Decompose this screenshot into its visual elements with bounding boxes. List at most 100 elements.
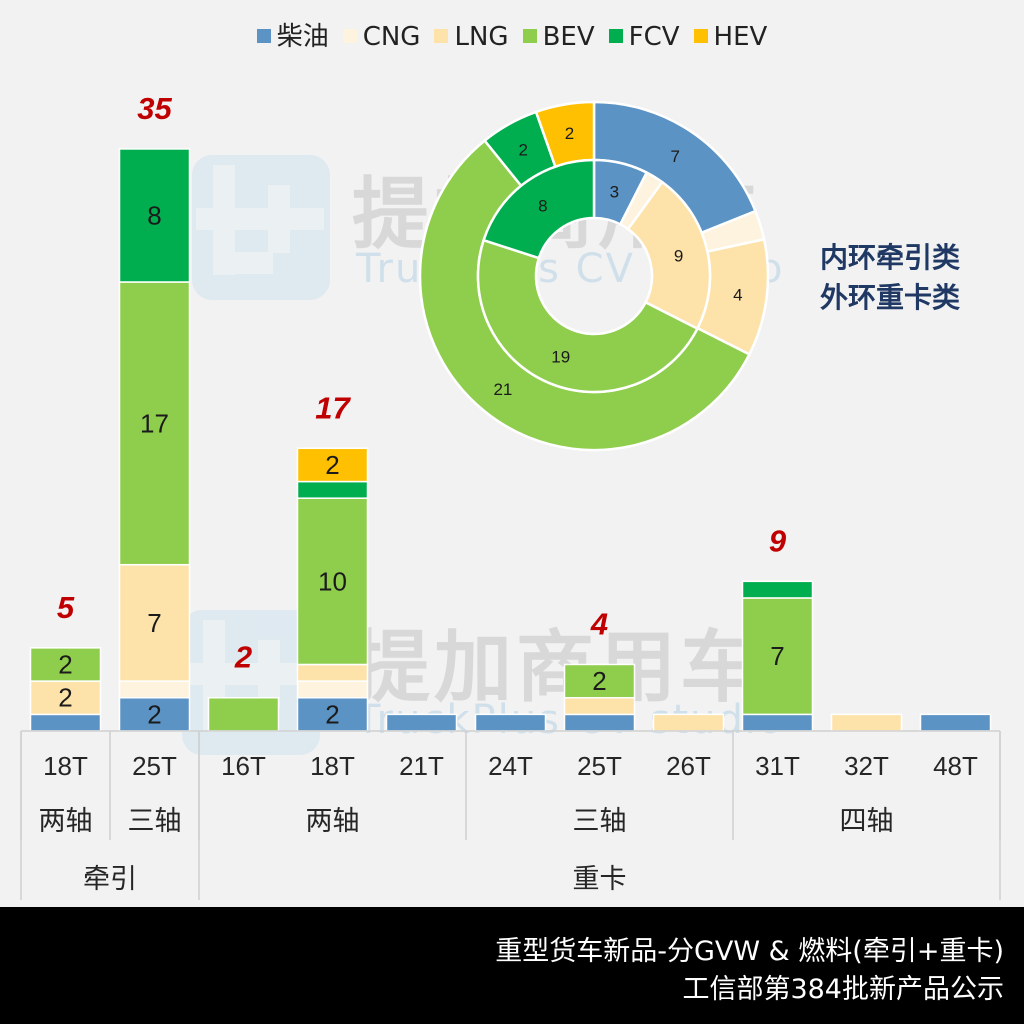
x-tick-label: 24T (488, 751, 533, 781)
bar-segment (741, 580, 814, 599)
legend-item: CNG (342, 22, 421, 52)
bar-segment (296, 696, 369, 732)
axle-group-label: 两轴 (306, 806, 360, 837)
legend-label: HEV (713, 22, 768, 52)
bar-stack (830, 713, 903, 732)
legend-swatch (256, 28, 271, 43)
bar-segment (118, 148, 191, 283)
x-tick-label: 25T (132, 751, 177, 781)
legend-swatch (522, 28, 537, 43)
axle-group-label: 四轴 (840, 806, 894, 837)
bar-segment (207, 696, 280, 732)
bar-total-label: 35 (137, 91, 172, 126)
legend: 柴油 CNG LNG BEV FCV HEV (0, 16, 1024, 53)
x-tick-label: 18T (43, 751, 88, 781)
bar-segment-label: 2 (147, 699, 161, 729)
donut-outer-ring: 7 4 21 2 2 (418, 100, 770, 452)
bar-stack: 2 10 2 17 (296, 390, 369, 732)
bar-segment-label: 2 (58, 683, 72, 713)
legend-label: BEV (542, 22, 595, 52)
watermark-brand-cn: 提加商用车 (352, 623, 763, 713)
bar-total-label: 5 (57, 590, 75, 625)
bar-total-label: 17 (315, 390, 351, 425)
bar-segment (741, 713, 814, 732)
bar-segment (296, 663, 369, 682)
bar-segment (29, 647, 102, 682)
legend-swatch (693, 28, 708, 43)
donut-slice-label: 2 (519, 140, 528, 159)
chart-subtitle: 工信部第384批新产品公示 (682, 974, 1004, 1005)
type-group-label: 重卡 (573, 864, 627, 895)
type-group-label: 牵引 (83, 864, 137, 895)
bar-segment-label: 17 (140, 408, 169, 438)
ring-note-inner: 内环牵引类 (820, 241, 961, 274)
bar-total-label: 2 (234, 640, 252, 675)
bar-segment (118, 680, 191, 699)
donut-slice-label: 21 (493, 380, 512, 399)
bar-segment-label: 2 (325, 450, 339, 480)
bar-stack (385, 713, 458, 732)
bar-segment (563, 696, 636, 716)
legend-label: CNG (362, 22, 421, 52)
donut-slice-label: 3 (610, 182, 619, 201)
bar-segment (29, 680, 102, 716)
bar-segment-label: 2 (58, 649, 72, 679)
bar-segment-label: 8 (147, 200, 161, 230)
bar-segment (563, 663, 636, 699)
bar-segment (296, 447, 369, 483)
axle-group-label: 两轴 (39, 806, 93, 837)
axle-group-label: 三轴 (573, 806, 627, 837)
bar-stack: 24 (563, 606, 636, 732)
legend-item: HEV (693, 22, 768, 52)
ring-note: 内环牵引类 外环重卡类 (820, 238, 960, 318)
bar-stack: 79 (741, 523, 814, 732)
donut-slice-label: 9 (674, 247, 683, 266)
bar-segment (830, 713, 903, 732)
bar-segment (296, 480, 369, 499)
legend-swatch (342, 28, 357, 43)
bar-segment (652, 713, 725, 732)
legend-label: 柴油 (276, 22, 329, 52)
x-tick-label: 21T (399, 751, 444, 781)
x-tick-label: 18T (310, 751, 355, 781)
bar-segment (563, 713, 636, 732)
bar-segment-label: 10 (318, 566, 347, 596)
bar-segment-label: 7 (770, 641, 784, 671)
donut-slice-label: 7 (670, 147, 679, 166)
x-tick-label: 26T (666, 751, 711, 781)
donut-chart: 7 4 21 2 2 3 9 19 8 (418, 100, 770, 452)
ring-note-outer: 外环重卡类 (820, 281, 961, 314)
bar-segment (118, 563, 191, 682)
bar-segment-label: 2 (325, 699, 339, 729)
donut-slice (482, 158, 596, 260)
bar-segment-label: 2 (592, 666, 606, 696)
donut-slice-label: 8 (538, 197, 547, 216)
x-tick-label: 16T (221, 751, 266, 781)
bar-stack: 2 2 5 (29, 590, 102, 732)
legend-swatch (608, 28, 623, 43)
footer: 重型货车新品-分GVW & 燃料(牵引+重卡) 工信部第384批新产品公示 (0, 907, 1024, 1024)
bar-segment (296, 680, 369, 699)
bar-segment (474, 713, 547, 732)
bar-total-label: 9 (769, 523, 787, 558)
bar-stack: 2 7 17 8 35 (118, 91, 191, 732)
legend-item: FCV (608, 22, 680, 52)
donut-slice-label: 19 (551, 347, 570, 366)
donut-inner-ring: 3 9 19 8 (476, 158, 712, 394)
axle-group-label: 三轴 (128, 806, 182, 837)
legend-label: FCV (628, 22, 680, 52)
bar-stack (652, 713, 725, 732)
donut-slice (626, 180, 712, 331)
legend-item: LNG (434, 22, 509, 52)
bar-stack (474, 713, 547, 732)
legend-swatch (434, 28, 449, 43)
bar-segment (919, 713, 992, 732)
category-axis: 18T 25T 16T 18T 21T 24T 25T 26T 31T 32T 48T 两轴 三轴 两轴 三… (20, 730, 1001, 900)
donut-slice-label: 4 (733, 285, 742, 304)
bar-segment (296, 497, 369, 666)
donut-slice (476, 238, 700, 394)
donut-slice-label: 2 (565, 124, 574, 143)
bar-segment (385, 713, 458, 732)
